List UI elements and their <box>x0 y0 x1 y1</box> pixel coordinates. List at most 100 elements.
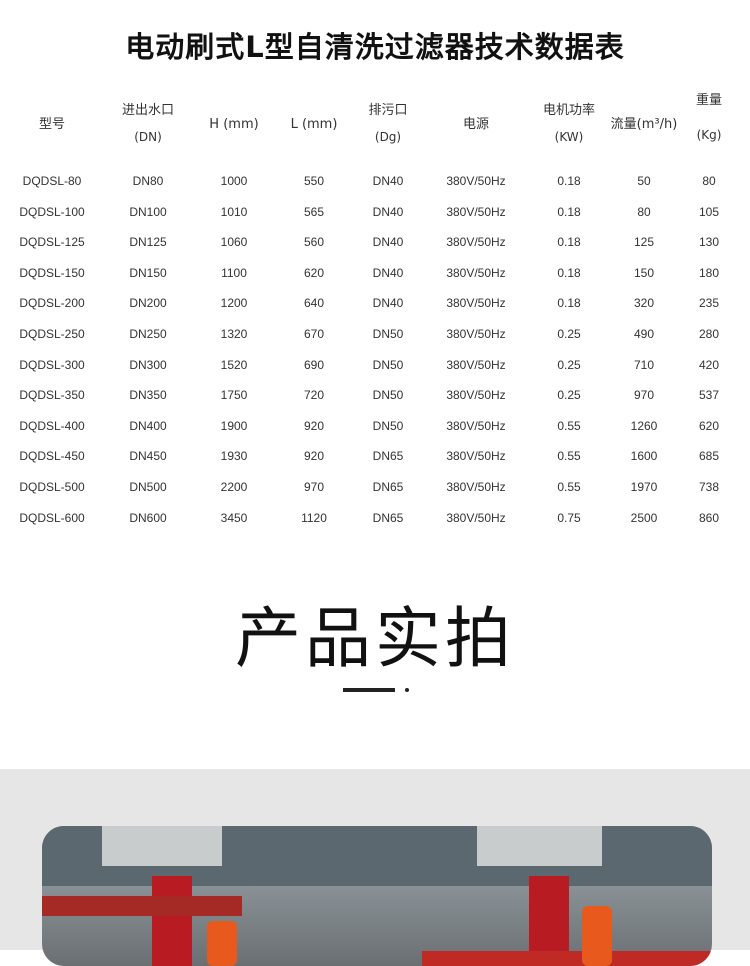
table-cell: 0.25 <box>557 327 581 341</box>
table-cell: 280 <box>698 327 720 341</box>
table-cell: 0.55 <box>557 480 581 494</box>
table-cell: DQDSL-350 <box>19 388 85 403</box>
table-cell: DN40 <box>372 235 404 250</box>
table-cell: 80 <box>702 174 716 188</box>
crane-beam-right <box>422 951 712 966</box>
table-cell: 1930 <box>220 449 248 464</box>
table-cell: 1320 <box>220 327 248 341</box>
table-cell: 0.75 <box>557 510 581 525</box>
table-cell: 620 <box>303 265 325 280</box>
header-line2: (Dg) <box>374 130 402 144</box>
table-cell: 710 <box>633 357 655 372</box>
table-cell: 235 <box>698 296 720 311</box>
header-line2: (DN) <box>134 130 162 144</box>
table-cell: 380V/50Hz <box>446 510 506 525</box>
header-line1: 排污口 <box>368 103 408 118</box>
column-header: L (mm) <box>291 112 338 138</box>
table-cell: DQDSL-450 <box>19 449 85 464</box>
table-cell: 380V/50Hz <box>446 296 506 311</box>
table-cell: DQDSL-200 <box>19 296 85 311</box>
table-cell: DN250 <box>129 327 167 341</box>
table-cell: 0.18 <box>557 265 581 280</box>
table-cell: DN40 <box>372 265 404 280</box>
table-cell: DQDSL-600 <box>19 510 85 525</box>
table-cell: 0.18 <box>557 174 581 188</box>
table-cell: 1970 <box>630 480 658 494</box>
page-title: 电动刷式L型自清洗过滤器技术数据表 <box>125 30 625 64</box>
table-cell: 640 <box>303 296 325 311</box>
table-cell: DN350 <box>129 388 167 403</box>
table-cell: 1750 <box>220 388 248 403</box>
table-cell: DN65 <box>372 480 404 494</box>
table-cell: DN450 <box>129 449 167 464</box>
table-cell: 490 <box>633 327 655 341</box>
table-cell: 1060 <box>220 235 248 250</box>
table-cell: 550 <box>303 174 325 188</box>
table-cell: 2200 <box>220 480 248 494</box>
table-cell: DN100 <box>129 204 167 219</box>
table-cell: DQDSL-400 <box>19 418 85 433</box>
table-cell: DQDSL-125 <box>19 235 85 250</box>
table-cell: 0.18 <box>557 296 581 311</box>
header-line1: 重量 <box>695 93 723 108</box>
table-cell: DQDSL-100 <box>19 204 85 219</box>
table-cell: DN50 <box>372 357 404 372</box>
table-cell: DQDSL-150 <box>19 265 85 280</box>
header-line1: H (mm) <box>209 117 259 132</box>
header-line1: L (mm) <box>290 117 338 132</box>
table-cell: 1900 <box>220 418 248 433</box>
table-cell: 380V/50Hz <box>446 480 506 494</box>
table-cell: DN40 <box>372 174 404 188</box>
table-cell: DN500 <box>129 480 167 494</box>
table-cell: 1200 <box>220 296 248 311</box>
control-box-right <box>582 906 612 966</box>
table-cell: 0.18 <box>557 204 581 219</box>
table-cell: DN40 <box>372 296 404 311</box>
header-line2: (KW) <box>554 130 584 144</box>
motor-left <box>102 826 222 866</box>
table-cell: DN125 <box>129 235 167 250</box>
table-cell: 380V/50Hz <box>446 357 506 372</box>
column-header: 流量(m³/h) <box>611 112 678 138</box>
header-line1: 电机功率 <box>542 103 596 118</box>
column-header: 重量 (Kg) <box>696 86 722 150</box>
table-cell: 0.55 <box>557 449 581 464</box>
crane-beam-left <box>42 896 242 916</box>
table-cell: DQDSL-80 <box>22 174 82 188</box>
product-photo-illustration <box>42 826 712 966</box>
table-cell: 380V/50Hz <box>446 174 506 188</box>
table-cell: DN65 <box>372 449 404 464</box>
table-cell: 130 <box>698 235 720 250</box>
table-cell: 560 <box>303 235 325 250</box>
table-cell: 720 <box>303 388 325 403</box>
table-cell: 420 <box>698 357 720 372</box>
table-cell: 537 <box>698 388 720 403</box>
table-cell: 380V/50Hz <box>446 418 506 433</box>
header-line1: 电源 <box>462 117 490 132</box>
table-cell: 620 <box>698 418 720 433</box>
table-cell: 2500 <box>630 510 658 525</box>
table-cell: DN400 <box>129 418 167 433</box>
table-cell: 3450 <box>220 510 248 525</box>
product-photo <box>42 826 712 966</box>
column-header: 进出水口 (DN) <box>122 98 174 150</box>
table-cell: 565 <box>303 204 325 219</box>
column-header: H (mm) <box>209 112 258 138</box>
motor-right <box>477 826 602 866</box>
table-cell: 320 <box>633 296 655 311</box>
table-cell: DQDSL-300 <box>19 357 85 372</box>
header-line1: 型号 <box>38 117 66 132</box>
table-cell: 125 <box>633 235 655 250</box>
table-cell: 1520 <box>220 357 248 372</box>
table-cell: 1100 <box>221 265 247 280</box>
table-cell: 690 <box>303 357 325 372</box>
table-cell: DN50 <box>372 418 404 433</box>
table-cell: 1120 <box>301 510 327 525</box>
table-cell: 380V/50Hz <box>446 449 506 464</box>
table-cell: DN300 <box>129 357 167 372</box>
table-cell: DN65 <box>372 510 404 525</box>
table-cell: 380V/50Hz <box>446 265 506 280</box>
table-cell: 1600 <box>630 449 658 464</box>
control-box-left <box>207 921 237 966</box>
header-line1: 进出水口 <box>121 103 175 118</box>
